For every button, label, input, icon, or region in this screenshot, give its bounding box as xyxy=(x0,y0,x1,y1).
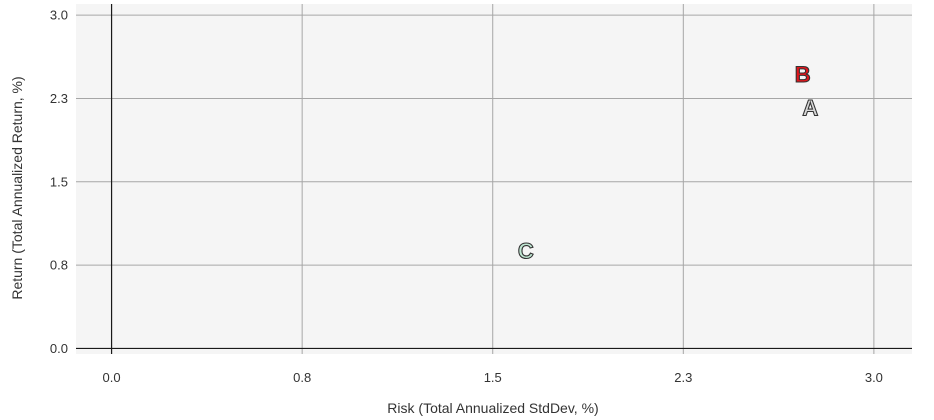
x-tick-label: 1.5 xyxy=(484,370,502,385)
grid-lines-y xyxy=(76,14,912,266)
x-tick-label: 0.0 xyxy=(103,370,121,385)
data-points: AB C xyxy=(517,61,819,264)
x-axis-label: Risk (Total Annualized StdDev, %) xyxy=(387,400,598,416)
zero-axis-lines xyxy=(76,4,912,354)
y-tick-label: 2.3 xyxy=(50,91,68,106)
x-tick-label: 2.3 xyxy=(674,370,692,385)
x-tick-label: 3.0 xyxy=(865,370,883,385)
y-tick-label: 0.0 xyxy=(50,341,68,356)
point-marker-b: B xyxy=(795,62,811,87)
plot-background xyxy=(76,4,912,354)
y-tick-labels: 0.0 0.8 1.5 2.3 3.0 xyxy=(50,8,68,356)
x-tick-label: 0.8 xyxy=(293,370,311,385)
y-tick-label: 0.8 xyxy=(50,258,68,273)
x-tick-labels: 0.0 0.8 1.5 2.3 3.0 xyxy=(103,370,883,385)
y-axis-label: Return (Total Annualized Return, %) xyxy=(9,76,25,299)
grid-lines-x xyxy=(301,4,875,354)
point-marker-a: A xyxy=(802,95,818,120)
y-tick-label: 1.5 xyxy=(50,174,68,189)
y-tick-label: 3.0 xyxy=(50,8,68,23)
point-marker-c: C xyxy=(518,239,534,264)
